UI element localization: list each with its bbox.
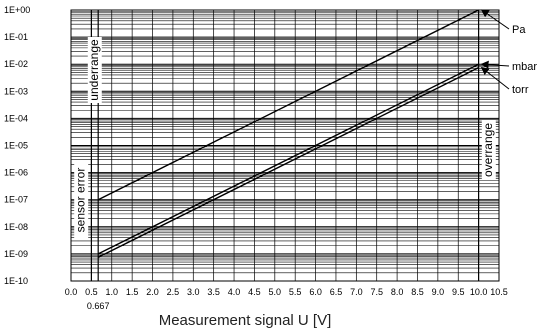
x-tick-label: 6.5: [330, 287, 343, 297]
x-tick-label: 0.5: [85, 287, 98, 297]
y-tick-label: 1E-03: [4, 86, 28, 96]
x-tick-label: 1.0: [106, 287, 119, 297]
arrow-Pa: [480, 9, 510, 30]
y-axis-ticks: 1E-10 1E-09 1E-08 1E-07 1E-06 1E-05 1E-04 1E-03…: [4, 5, 30, 286]
x-tick-label: 10.0: [470, 287, 488, 297]
y-tick-label: 1E-08: [4, 222, 28, 232]
arrow-torr: [480, 66, 510, 90]
x-tick-label: 4.0: [228, 287, 241, 297]
y-tick-label: 1E-04: [4, 113, 28, 123]
x-tick-label: 7.0: [350, 287, 363, 297]
y-tick-label: 1E+00: [4, 5, 30, 15]
x-tick-extra: 0.667: [87, 301, 110, 311]
y-tick-label: 1E-02: [4, 59, 28, 69]
region-label-bg: [87, 37, 102, 103]
region-label: overrange: [481, 123, 495, 177]
series-line-Pa: [97, 9, 479, 201]
x-tick-label: 5.0: [269, 287, 282, 297]
x-axis-label: Measurement signal U [V]: [159, 312, 332, 329]
x-tick-label: 9.0: [432, 287, 445, 297]
data-series: [97, 9, 479, 258]
major-gridlines: [70, 9, 500, 282]
series-label-mbar: mbar: [512, 61, 537, 73]
x-tick-label: 5.5: [289, 287, 302, 297]
arrow-mbar: [480, 60, 510, 69]
minor-gridlines: [71, 10, 499, 274]
y-tick-label: 1E-06: [4, 168, 28, 178]
y-tick-label: 1E-10: [4, 276, 28, 286]
y-tick-label: 1E-09: [4, 249, 28, 259]
y-tick-label: 1E-01: [4, 32, 28, 42]
x-axis-ticks: 0.0 0.5 1.0 1.5 2.0 2.5 3.0 3.5 4.0 4.5 5.0 5.5 6.0 6…: [65, 287, 508, 311]
x-tick-label: 2.5: [167, 287, 180, 297]
x-tick-label: 4.5: [248, 287, 261, 297]
series-label-Pa: Pa: [512, 24, 526, 36]
x-tick-label: 1.5: [126, 287, 139, 297]
series-line-torr: [97, 66, 479, 258]
x-tick-label: 8.5: [411, 287, 424, 297]
series-line-mbar: [97, 63, 479, 255]
x-tick-label: 10.5: [490, 287, 508, 297]
x-tick-label: 8.0: [391, 287, 404, 297]
x-tick-label: 2.0: [146, 287, 159, 297]
region-label-bg: [74, 160, 89, 240]
x-tick-label: 0.0: [65, 287, 78, 297]
region-boundaries: sensor error underrange overrange: [73, 10, 496, 281]
y-tick-label: 1E-07: [4, 195, 28, 205]
series-annotations: Pa mbar torr: [480, 9, 537, 96]
y-tick-label: 1E-05: [4, 141, 28, 151]
region-label: sensor error: [73, 168, 87, 233]
series-label-torr: torr: [512, 84, 529, 96]
x-tick-label: 3.0: [187, 287, 200, 297]
region-label: underrange: [87, 39, 101, 101]
x-tick-label: 3.5: [207, 287, 220, 297]
x-tick-label: 9.5: [452, 287, 465, 297]
region-label-bg: [481, 120, 496, 180]
x-tick-label: 6.0: [309, 287, 322, 297]
plot-frame: [70, 9, 500, 282]
x-tick-label: 7.5: [370, 287, 383, 297]
